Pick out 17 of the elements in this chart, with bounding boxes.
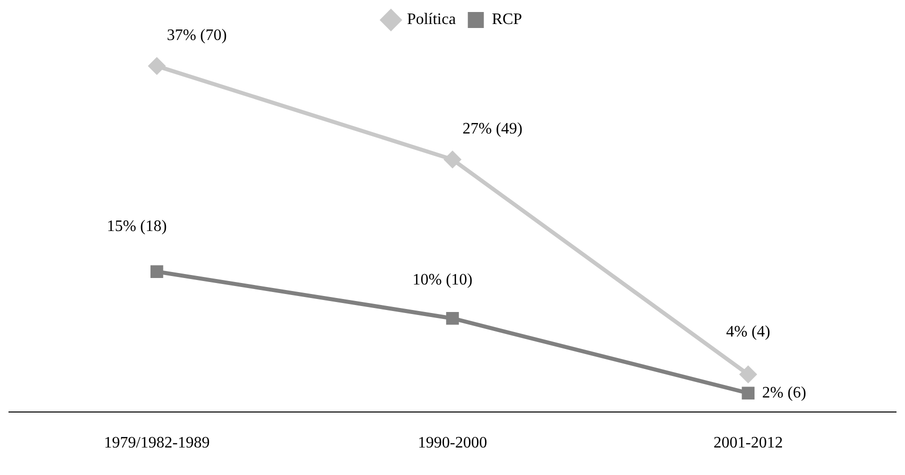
- point: [148, 57, 166, 76]
- x-tick-label: 1979/1982-1989: [104, 434, 210, 452]
- data-label: 2% (6): [762, 384, 806, 402]
- x-tick-label: 1990-2000: [418, 434, 488, 452]
- point: [150, 265, 164, 278]
- point: [446, 312, 459, 325]
- point: [742, 386, 755, 400]
- data-label: 15% (18): [106, 218, 167, 235]
- legend-label: RCP: [492, 11, 522, 28]
- data-label: 37% (70): [166, 27, 227, 44]
- data-label: 27% (49): [462, 120, 522, 138]
- data-label: 4% (4): [726, 324, 770, 341]
- data-label: 10% (10): [412, 272, 472, 289]
- legend-label: Política: [406, 11, 456, 28]
- x-tick-label: 2001-2012: [714, 434, 783, 452]
- point: [444, 150, 462, 168]
- point: [739, 365, 758, 384]
